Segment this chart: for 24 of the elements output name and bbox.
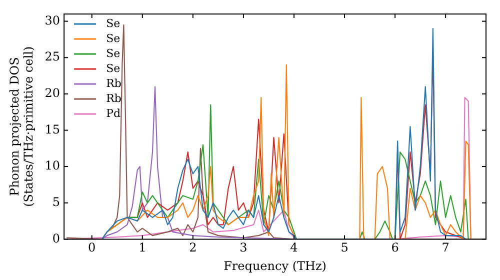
y-tick-label: 20 xyxy=(44,86,60,100)
x-tick-label: 5 xyxy=(340,240,348,255)
y-tick-label: 15 xyxy=(44,122,60,136)
y-tick-label: 30 xyxy=(44,13,60,28)
legend-label: Rb xyxy=(106,76,122,90)
x-tick-label: 2 xyxy=(189,240,197,255)
x-tick-label: 7 xyxy=(442,240,450,255)
legend-label: Se xyxy=(106,32,120,45)
x-tick-label: 3 xyxy=(240,240,248,255)
y-tick-label: 10 xyxy=(44,158,60,173)
legend-label: Se xyxy=(106,62,120,75)
x-tick-label: 6 xyxy=(391,240,399,255)
y-tick-label: 0 xyxy=(52,231,60,246)
legend-label: Se xyxy=(106,16,120,30)
y-axis-title: Phonon projected DOS (States/THz·primitive cell) xyxy=(7,46,36,207)
x-tick-label: 0 xyxy=(88,240,96,255)
legend-label: Se xyxy=(106,46,120,60)
x-tick-label: 1 xyxy=(138,240,146,255)
x-axis-title: Frequency (THz) xyxy=(224,258,326,273)
y-tick-label: 5 xyxy=(52,195,60,209)
legend-label: Pd xyxy=(106,106,121,120)
y-tick-label: 25 xyxy=(44,50,60,64)
x-tick-label: 4 xyxy=(290,240,298,255)
legend-label: Rb xyxy=(106,92,122,105)
